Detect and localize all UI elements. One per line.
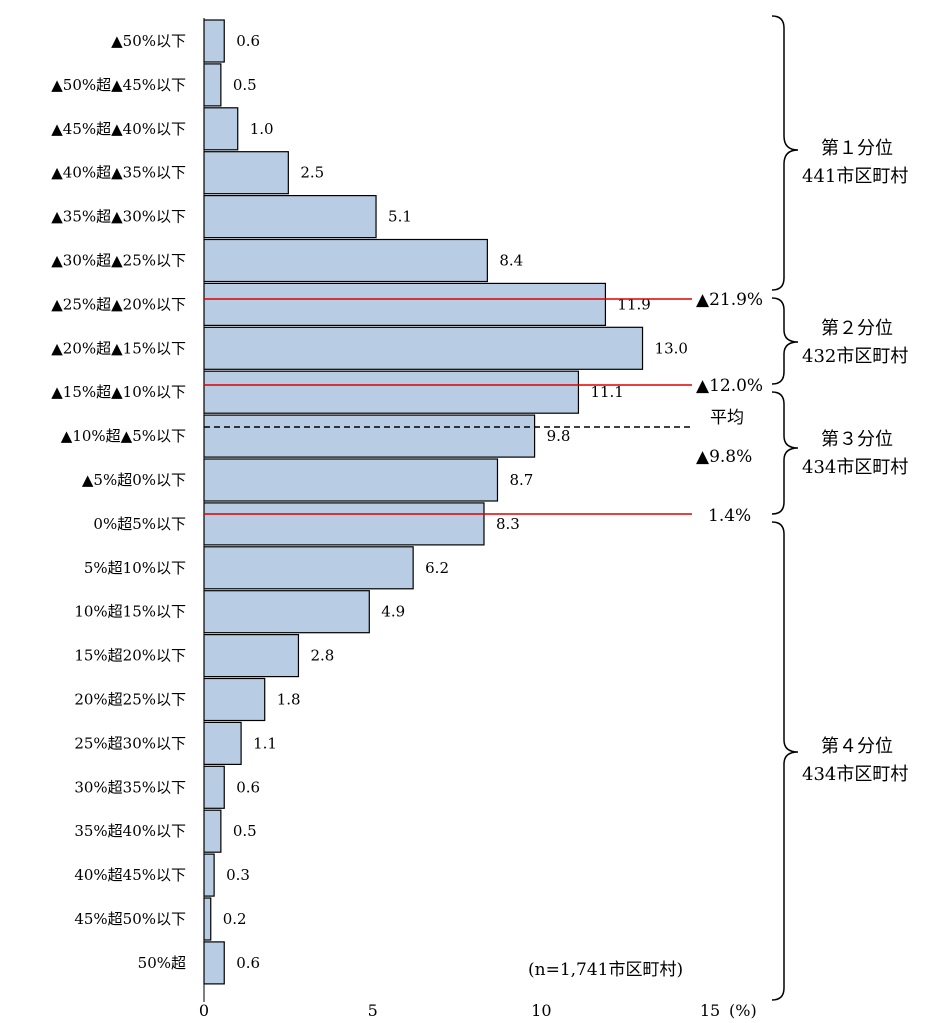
category-label-7: ▲20%超▲15%以下 [51, 339, 186, 357]
value-label-7: 13.0 [655, 339, 688, 357]
bar-18 [203, 809, 222, 853]
category-label-9: ▲10%超▲5%以下 [61, 427, 186, 445]
value-label-3: 2.5 [300, 164, 324, 182]
value-label-0: 0.6 [236, 32, 260, 50]
value-label-16: 1.1 [253, 734, 277, 752]
bar-17 [203, 765, 225, 809]
category-label-12: 5%超10%以下 [84, 559, 186, 577]
bars-group [203, 19, 644, 985]
value-labels: 0.6 0.5 1.0 2.5 5.1 8.4 11.9 13.0 11.1 9.8 8.7 8.3 6… [223, 32, 688, 972]
bar-14 [203, 633, 300, 678]
category-label-17: 30%超35%以下 [74, 778, 186, 796]
bar-13 [203, 590, 370, 634]
value-label-6: 11.9 [617, 295, 650, 313]
quartile-1-count: 441市区町村 [802, 166, 908, 187]
bar-4 [203, 195, 377, 239]
quartile-2-name: 第２分位 [821, 318, 893, 339]
value-label-10: 8.7 [509, 471, 533, 489]
value-label-1: 0.5 [233, 76, 257, 94]
value-label-18: 0.5 [233, 822, 257, 840]
value-label-2: 1.0 [250, 120, 274, 138]
category-label-15: 20%超25%以下 [74, 691, 186, 709]
category-label-2: ▲45%超▲40%以下 [51, 120, 186, 138]
quartile-2-brace [771, 297, 799, 385]
x-axis-unit: (%) [729, 1001, 757, 1020]
x-axis-ticks: 0 5 10 15 [199, 1001, 720, 1020]
quartile-1-name: 第１分位 [821, 138, 893, 159]
bar-19 [203, 853, 215, 897]
bar-20 [203, 897, 212, 941]
category-label-10: ▲5%超0%以下 [82, 471, 186, 489]
bar-7 [203, 326, 644, 370]
quartile-4-count: 434市区町村 [802, 764, 908, 785]
value-label-12: 6.2 [425, 559, 449, 577]
value-label-20: 0.2 [223, 910, 247, 928]
category-label-13: 10%超15%以下 [74, 603, 186, 621]
category-label-19: 40%超45%以下 [74, 866, 186, 884]
category-label-14: 15%超20%以下 [74, 647, 186, 665]
category-label-8: ▲15%超▲10%以下 [51, 383, 186, 401]
value-label-11: 8.3 [496, 515, 520, 533]
category-label-20: 45%超50%以下 [74, 910, 186, 928]
value-label-13: 4.9 [381, 603, 405, 621]
category-label-16: 25%超30%以下 [74, 734, 186, 752]
bar-8 [203, 370, 580, 414]
category-label-4: ▲35%超▲30%以下 [51, 208, 186, 226]
threshold-label-1: ▲21.9% [696, 290, 763, 310]
category-label-3: ▲40%超▲35%以下 [51, 164, 186, 182]
value-label-21: 0.6 [236, 954, 260, 972]
category-label-21: 50%超 [138, 954, 186, 972]
mean-label-bottom: ▲9.8% [696, 447, 752, 467]
sample-size-note: (n=1,741市区町村) [528, 960, 683, 980]
bar-6 [203, 282, 607, 326]
category-label-18: 35%超40%以下 [74, 822, 186, 840]
category-label-0: ▲50%以下 [111, 32, 186, 50]
value-label-15: 1.8 [277, 691, 301, 709]
bar-12 [203, 546, 414, 590]
value-label-5: 8.4 [499, 252, 523, 270]
x-tick-label-0: 0 [199, 1001, 209, 1020]
value-label-19: 0.3 [226, 866, 250, 884]
bar-1 [203, 63, 222, 107]
x-tick-label-1: 5 [368, 1001, 378, 1020]
bar-16 [203, 721, 242, 766]
bar-2 [203, 107, 239, 151]
bar-10 [203, 458, 499, 502]
category-label-1: ▲50%超▲45%以下 [51, 76, 186, 94]
bar-5 [203, 238, 488, 283]
mean-label-top: 平均 [710, 408, 744, 428]
x-tick-label-3: 15 [700, 1001, 720, 1020]
quartile-1-brace [771, 15, 799, 291]
bar-11 [203, 502, 485, 546]
value-label-17: 0.6 [236, 778, 260, 796]
bar-9 [203, 414, 536, 458]
value-label-14: 2.8 [310, 647, 334, 665]
category-labels: ▲50%以下 ▲50%超▲45%以下 ▲45%超▲40%以下 ▲40%超▲35%以下 ▲… [51, 32, 186, 972]
quartile-2-count: 432市区町村 [802, 346, 908, 367]
threshold-label-2: ▲12.0% [696, 376, 763, 396]
value-label-9: 9.8 [547, 427, 571, 445]
quartile-3-count: 434市区町村 [802, 457, 908, 478]
category-label-11: 0%超5%以下 [93, 515, 186, 533]
bar-0 [203, 19, 225, 63]
bar-21 [203, 941, 225, 985]
value-label-8: 11.1 [590, 383, 623, 401]
x-tick-label-2: 10 [531, 1001, 551, 1020]
quartile-3-name: 第３分位 [821, 429, 893, 450]
quartile-4-brace [771, 521, 799, 1001]
quartile-4-name: 第４分位 [821, 736, 893, 757]
bar-3 [203, 151, 289, 195]
quartile-3-brace [771, 391, 799, 515]
bar-15 [203, 677, 266, 722]
category-label-5: ▲30%超▲25%以下 [51, 252, 186, 270]
category-label-6: ▲25%超▲20%以下 [51, 295, 186, 313]
threshold-label-3: 1.4% [708, 506, 751, 526]
value-label-4: 5.1 [388, 208, 412, 226]
